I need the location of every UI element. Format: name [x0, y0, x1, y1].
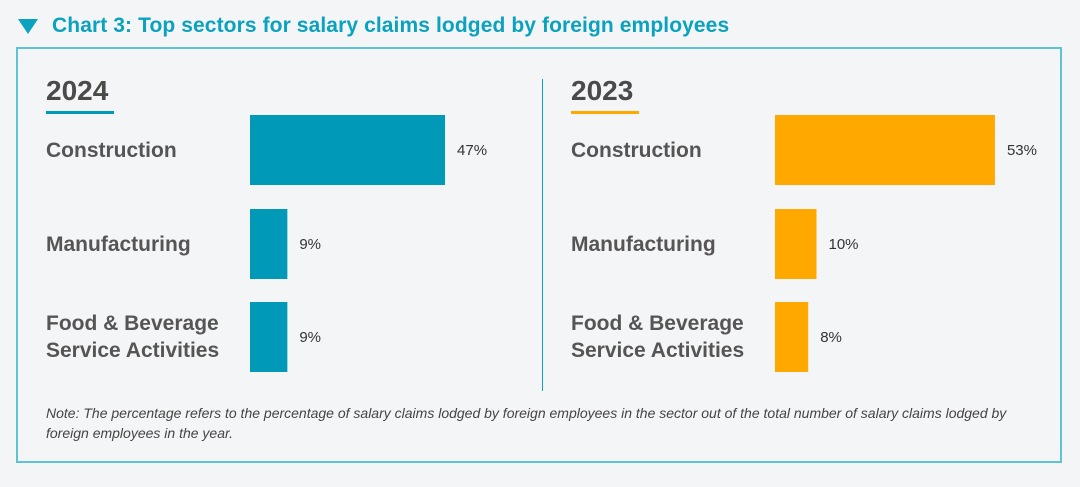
value-label-2024-0: 47%: [457, 142, 487, 159]
year-title-2023: 2023: [571, 75, 634, 106]
bar-2023-2: [775, 302, 809, 372]
value-label-2023-1: 10%: [829, 236, 859, 253]
category-label-2024-0: Construction: [46, 138, 177, 162]
year-underline-2024: [46, 111, 114, 114]
chart-panel: 47% 9% 9% 53% 10% 8% Note: The percentage ref…: [16, 47, 1062, 463]
chart-title: Chart 3: Top sectors for salary claims l…: [52, 14, 730, 37]
bar-2024-1: [250, 209, 288, 279]
value-label-2024-2: 9%: [299, 329, 321, 346]
bar-2024-0: [250, 115, 446, 185]
value-label-2024-1: 9%: [299, 236, 321, 253]
category-label-2024-1: Manufacturing: [46, 232, 191, 256]
bar-2023-1: [775, 209, 817, 279]
bar-2024-2: [250, 302, 288, 372]
chart-header: Chart 3: Top sectors for salary claims l…: [18, 10, 729, 42]
value-label-2023-2: 8%: [820, 329, 842, 346]
collapse-triangle-icon[interactable]: [18, 18, 38, 34]
category-label-2023-1: Manufacturing: [571, 232, 716, 256]
value-label-2023-0: 53%: [1007, 142, 1037, 159]
category-label-2023-2: Food & Beverage Service Activities: [571, 312, 745, 362]
category-label-2024-2: Food & Beverage Service Activities: [46, 312, 220, 362]
year-title-2024: 2024: [46, 75, 109, 106]
panel-divider: [542, 79, 543, 391]
chart-note: Note: The percentage refers to the perce…: [46, 405, 1007, 441]
year-underline-2023: [571, 111, 639, 114]
bar-2023-0: [775, 115, 995, 185]
category-label-2023-0: Construction: [571, 138, 702, 162]
bar-charts: 47% 9% 9% 53% 10% 8%: [250, 115, 1037, 372]
